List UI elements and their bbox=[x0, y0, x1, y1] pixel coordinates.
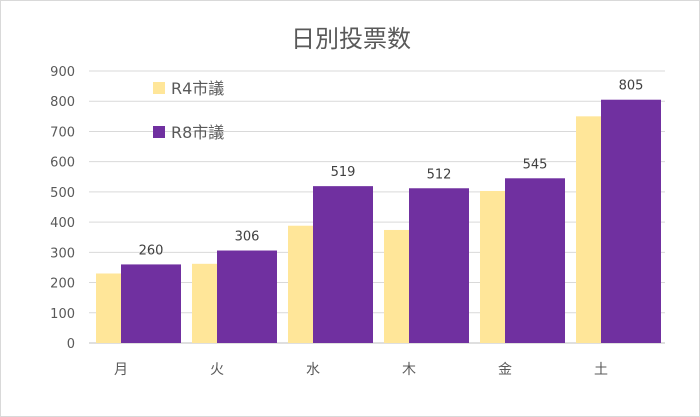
data-label: 805 bbox=[619, 79, 644, 94]
y-tick-label: 400 bbox=[50, 216, 75, 231]
gridlines bbox=[89, 70, 665, 344]
x-tick-label: 土 bbox=[594, 362, 608, 378]
bar-r8 bbox=[601, 99, 661, 343]
legend-swatch bbox=[153, 126, 165, 138]
legend: R4市議 R8市議 bbox=[153, 79, 224, 142]
y-tick-label: 500 bbox=[50, 186, 75, 201]
y-tick-label: 300 bbox=[50, 246, 75, 261]
bar-r4 bbox=[288, 225, 313, 343]
y-tick-label: 0 bbox=[67, 337, 75, 352]
legend-label: R4市議 bbox=[171, 79, 224, 98]
bar-r8 bbox=[505, 178, 565, 343]
x-tick-label: 木 bbox=[402, 362, 416, 378]
bar-r8 bbox=[121, 264, 181, 343]
x-tick-label: 金 bbox=[498, 362, 512, 378]
data-label: 519 bbox=[331, 165, 356, 180]
legend-swatch bbox=[153, 82, 165, 94]
legend-label: R8市議 bbox=[171, 123, 224, 142]
bar-r4 bbox=[384, 229, 409, 343]
bar-r4 bbox=[96, 273, 121, 343]
data-labels: 260 306 519 512 545 805 bbox=[139, 79, 644, 259]
y-axis: 0 100 200 300 400 500 600 700 800 900 bbox=[50, 65, 75, 352]
bars bbox=[96, 99, 661, 343]
y-tick-label: 100 bbox=[50, 307, 75, 322]
data-label: 306 bbox=[235, 230, 260, 245]
y-tick-label: 900 bbox=[50, 65, 75, 80]
bar-r8 bbox=[217, 250, 277, 343]
data-label: 260 bbox=[139, 243, 164, 258]
bar-r4 bbox=[480, 190, 505, 343]
x-axis: 月火水木金土 bbox=[114, 362, 608, 378]
y-tick-label: 600 bbox=[50, 156, 75, 171]
y-tick-label: 700 bbox=[50, 125, 75, 140]
bar-r4 bbox=[576, 116, 601, 343]
bar-r4 bbox=[192, 263, 217, 343]
bar-r8 bbox=[409, 188, 469, 343]
data-label: 512 bbox=[427, 167, 452, 182]
chart-title: 日別投票数 bbox=[291, 25, 411, 53]
bar-r8 bbox=[313, 186, 373, 343]
y-tick-label: 200 bbox=[50, 277, 75, 292]
y-tick-label: 800 bbox=[50, 95, 75, 110]
x-tick-label: 水 bbox=[306, 362, 320, 378]
data-label: 545 bbox=[523, 157, 548, 172]
x-tick-label: 火 bbox=[210, 362, 224, 378]
x-tick-label: 月 bbox=[114, 362, 128, 378]
